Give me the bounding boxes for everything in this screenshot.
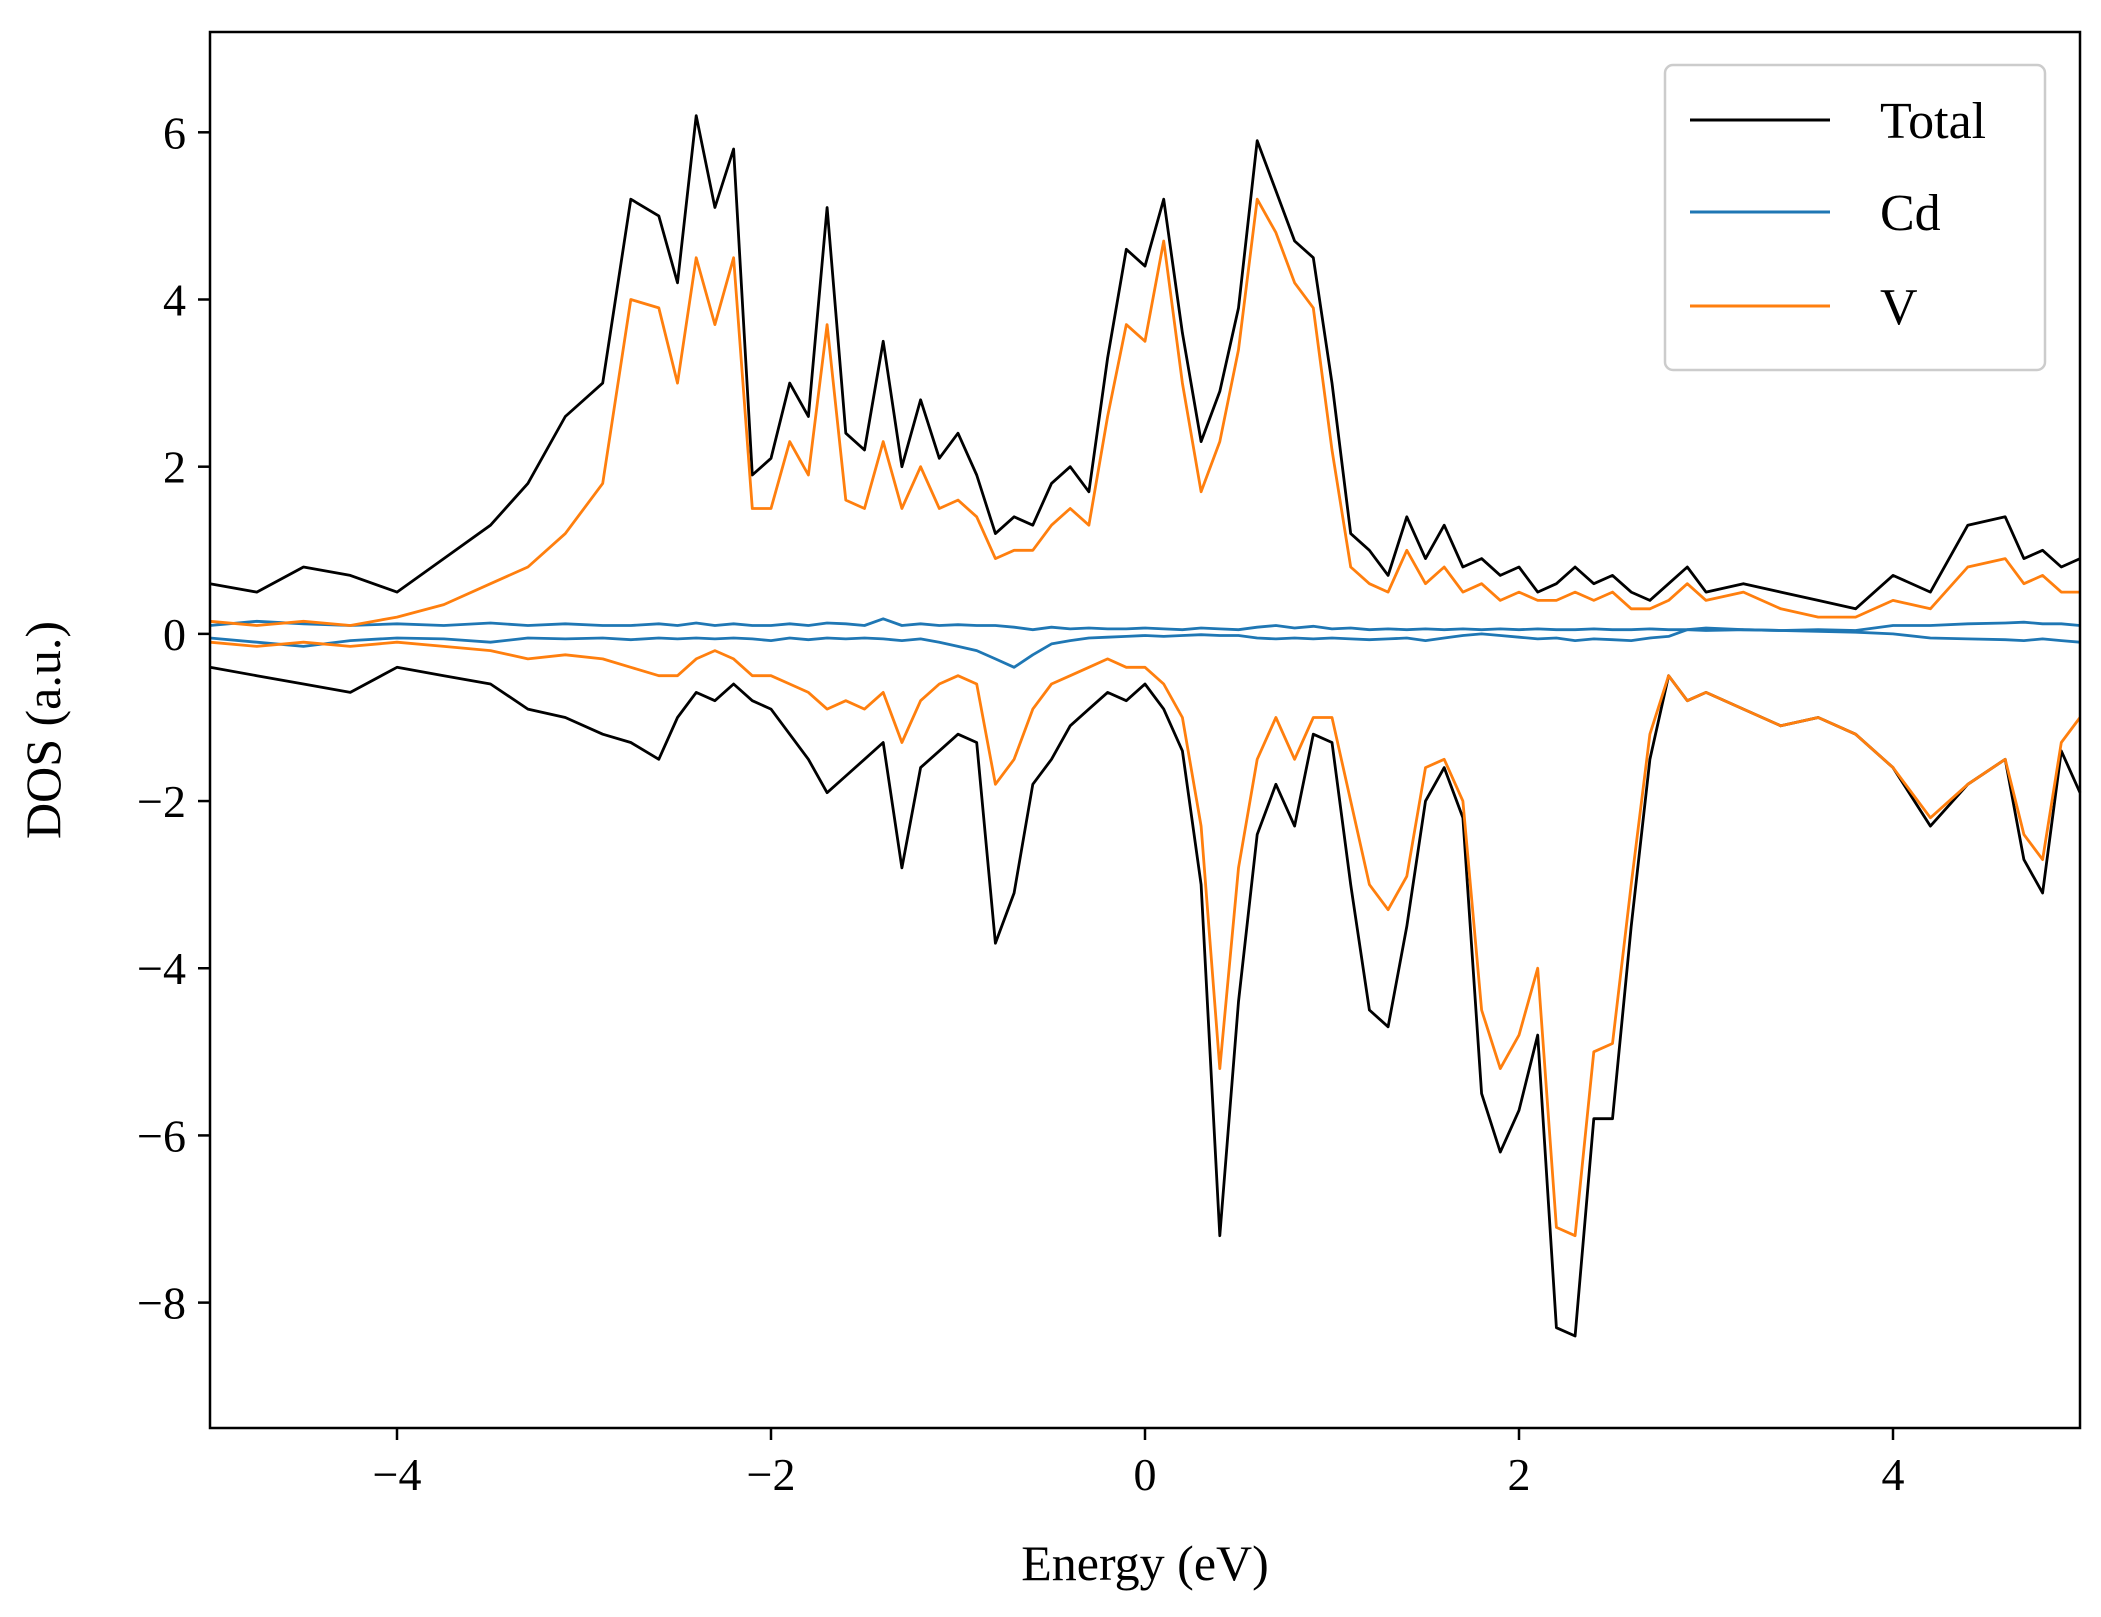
series-line-v-spin-down xyxy=(209,640,2082,1238)
y-tick-label: 2 xyxy=(163,442,186,493)
x-axis-label: Energy (eV) xyxy=(1021,1535,1269,1591)
legend-entry-v: V xyxy=(1690,279,1918,336)
x-tick-label: −2 xyxy=(747,1449,796,1500)
series-line-cd-spin-down xyxy=(209,626,2081,669)
y-tick-label: −8 xyxy=(137,1278,186,1329)
y-axis-label: DOS (a.u.) xyxy=(15,621,71,839)
legend-label-v: V xyxy=(1880,279,1918,336)
x-tick-label: 4 xyxy=(1882,1449,1905,1500)
y-tick-label: 0 xyxy=(163,609,186,660)
legend-entry-cd: Cd xyxy=(1690,185,1941,242)
x-tick-label: 0 xyxy=(1134,1449,1157,1500)
y-axis: −8 −6 −4 −2 0 2 4 6 xyxy=(137,107,210,1329)
series-line-cd-spin-up xyxy=(209,617,2081,632)
legend: Total Cd V xyxy=(1663,63,2047,372)
y-tick-label: −6 xyxy=(137,1110,186,1161)
series-line-total-spin-down xyxy=(209,665,2082,1338)
series-line-v-spin-up xyxy=(209,197,2080,627)
y-tick-label: 6 xyxy=(163,107,186,158)
y-tick-label: −2 xyxy=(137,776,186,827)
plot-lines xyxy=(209,114,2082,1338)
legend-label-total: Total xyxy=(1880,93,1986,150)
legend-label-cd: Cd xyxy=(1880,185,1941,242)
legend-box xyxy=(1663,63,2047,372)
y-tick-label: −4 xyxy=(137,943,186,994)
x-tick-label: 2 xyxy=(1508,1449,1531,1500)
x-axis: −4 −2 0 2 4 xyxy=(373,1428,1905,1500)
x-tick-label: −4 xyxy=(373,1449,422,1500)
y-tick-label: 4 xyxy=(163,274,186,325)
legend-entry-total: Total xyxy=(1690,93,1986,150)
series-line-total-spin-up xyxy=(209,114,2081,611)
